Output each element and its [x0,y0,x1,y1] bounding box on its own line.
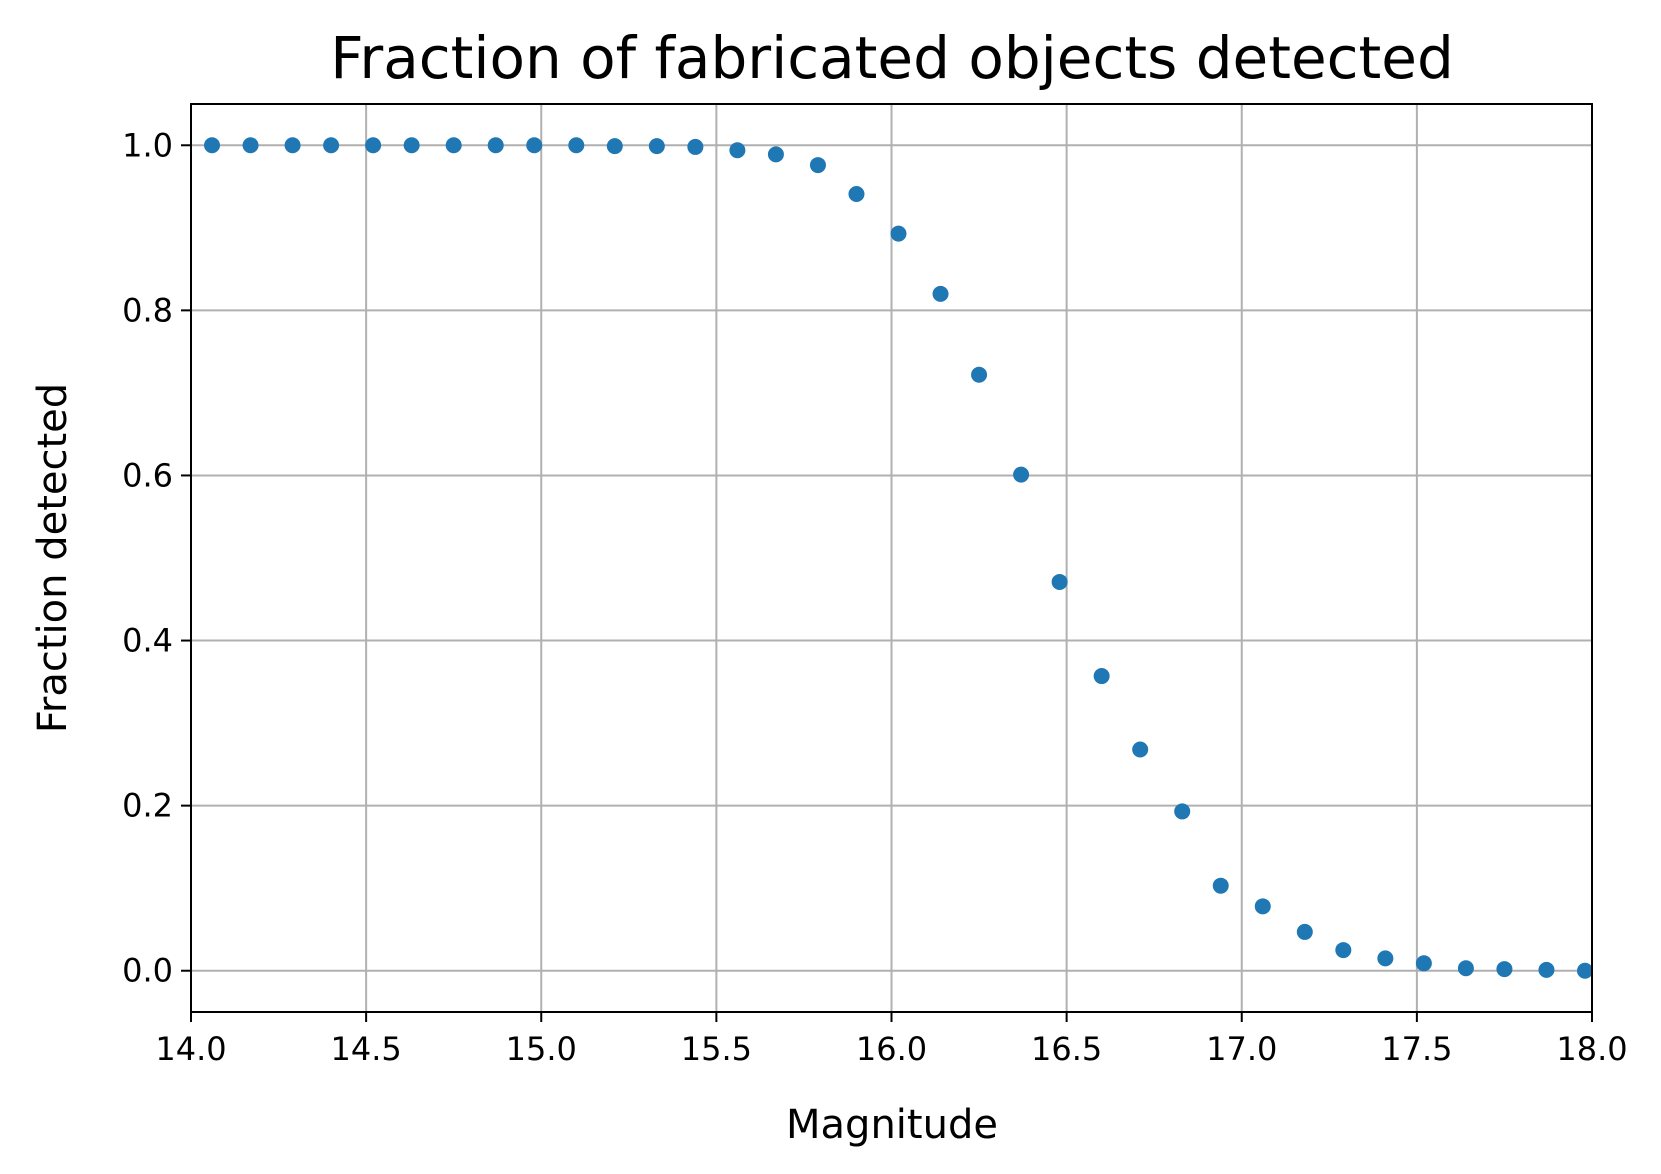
data-point [487,137,504,154]
data-point [1051,573,1068,590]
x-axis-label: Magnitude [786,1102,998,1148]
grid [190,104,1593,1012]
y-tick-label: 0.6 [122,456,173,494]
data-point [242,137,259,154]
x-tick-label: 16.5 [1031,1030,1102,1068]
data-point [971,366,988,383]
data-point [1335,942,1352,959]
chart-title: Fraction of fabricated objects detected [330,24,1454,92]
x-tick-label: 15.0 [506,1030,577,1068]
y-tick-label: 1.0 [122,126,173,164]
data-point [1496,961,1513,978]
data-point [1013,466,1030,483]
y-axis-label: Fraction detected [30,383,76,733]
data-point [648,138,665,155]
y-tick-label: 0.0 [122,952,173,990]
data-point [1377,950,1394,967]
y-tick-label: 0.2 [122,787,173,825]
data-point [1538,961,1555,978]
data-point [1093,668,1110,685]
data-point [1174,803,1191,820]
x-tick-label: 17.5 [1381,1030,1452,1068]
x-axis-ticks: 14.0 14.5 15.0 15.5 16.0 16.5 17.0 17.5 18.0 [155,1012,1628,1068]
y-axis-ticks: 0.0 0.2 0.4 0.6 0.8 1.0 [122,126,191,990]
data-point [890,225,907,242]
data-point [767,146,784,163]
data-point [284,137,301,154]
data-point [1576,962,1593,979]
data-point [606,138,623,155]
data-point [365,137,382,154]
data-point [526,137,543,154]
data-point [403,137,420,154]
data-points [204,137,1593,979]
data-point [445,137,462,154]
data-point [687,138,704,155]
x-tick-label: 14.5 [331,1030,402,1068]
data-point [729,142,746,159]
data-point [1212,877,1229,894]
data-point [1132,741,1149,758]
data-point [1415,955,1432,972]
data-point [809,157,826,174]
x-tick-label: 16.0 [856,1030,927,1068]
data-point [932,285,949,302]
x-tick-label: 17.0 [1206,1030,1277,1068]
y-tick-label: 0.4 [122,622,173,660]
x-tick-label: 14.0 [155,1030,226,1068]
data-point [1296,923,1313,940]
x-tick-label: 15.5 [681,1030,752,1068]
y-tick-label: 0.8 [122,291,173,329]
x-tick-label: 18.0 [1556,1030,1627,1068]
data-point [1457,960,1474,977]
data-point [848,185,865,202]
data-point [204,137,221,154]
data-point [568,137,585,154]
data-point [323,137,340,154]
data-point [1254,898,1271,915]
